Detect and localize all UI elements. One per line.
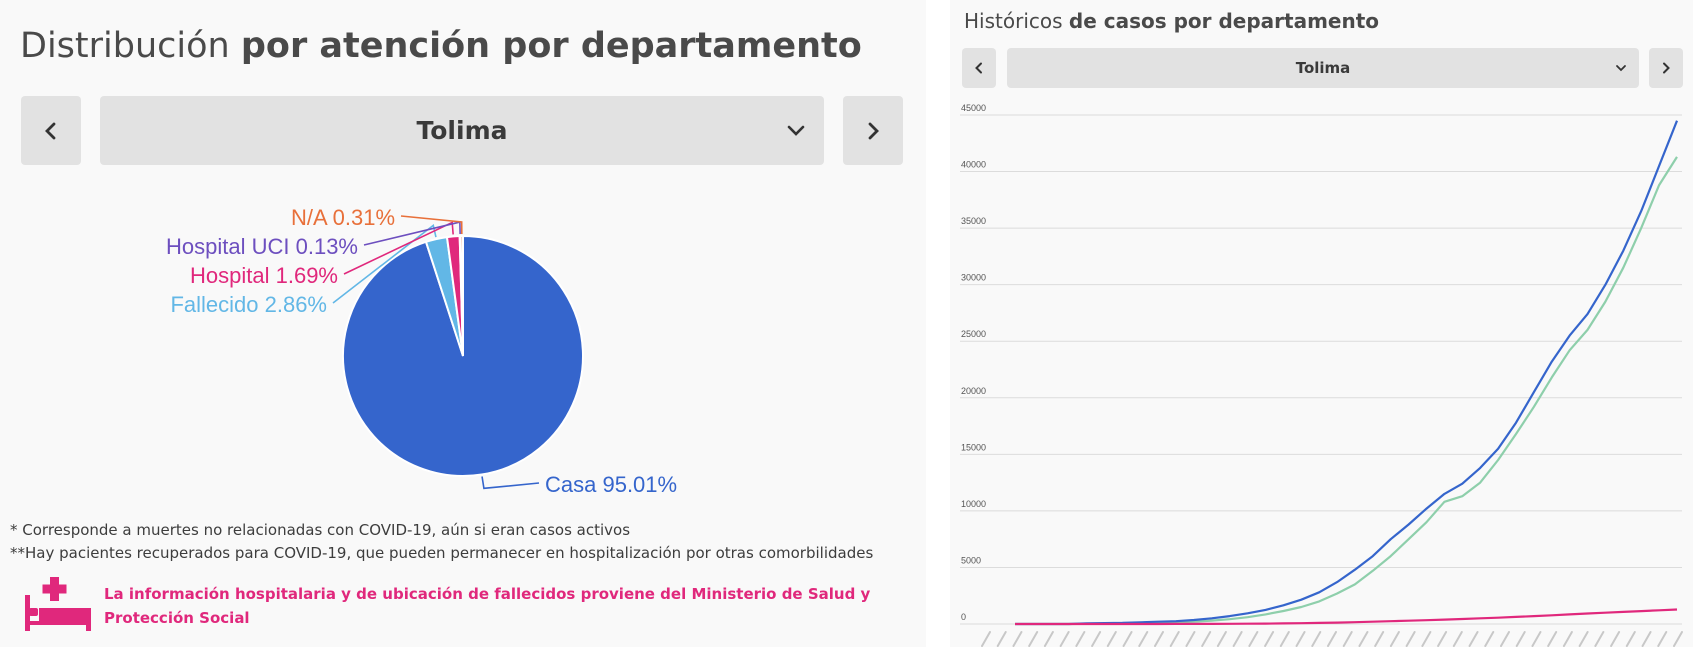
x-tick-mark	[1358, 631, 1369, 647]
x-tick-mark	[1327, 631, 1337, 647]
x-tick-mark	[1625, 631, 1636, 647]
title-light: Distribución	[20, 26, 241, 66]
series-line-deaths[interactable]	[1015, 608, 1678, 626]
y-tick-label: 5000	[961, 555, 981, 565]
historical-title-light: Históricos	[964, 9, 1069, 33]
chevron-right-icon	[868, 122, 879, 139]
series-line-total[interactable]	[1015, 120, 1679, 626]
x-tick-mark	[1531, 631, 1542, 647]
historical-cases-panel: Históricos de casos por departamento Tol…	[950, 0, 1693, 647]
historical-title: Históricos de casos por departamento	[964, 9, 1379, 33]
pie-leader-casa	[481, 476, 540, 490]
pie-label-na: N/A 0.31%	[291, 205, 395, 230]
x-tick-mark	[1562, 631, 1573, 647]
x-tick-mark	[981, 631, 991, 647]
x-tick-mark	[1673, 631, 1683, 647]
x-tick-mark	[1515, 631, 1526, 647]
x-tick-mark	[1201, 631, 1212, 647]
chevron-down-icon	[1616, 65, 1626, 72]
x-tick-mark	[1547, 631, 1558, 647]
x-tick-mark	[1264, 631, 1275, 647]
x-tick-mark	[1279, 631, 1290, 647]
x-tick-mark	[1075, 631, 1086, 647]
x-tick-mark	[1389, 631, 1400, 647]
x-tick-mark	[1043, 631, 1054, 647]
page-title: Distribución por atención por departamen…	[20, 26, 862, 66]
x-tick-mark	[1610, 631, 1621, 647]
pie-label-casa: Casa 95.01%	[545, 472, 677, 497]
historical-line-chart: 0 5000 10000 15000 20000 25000 30000 35000 40000…	[950, 100, 1693, 647]
x-tick-mark	[1232, 631, 1243, 647]
x-tick-mark	[1374, 631, 1385, 647]
y-tick-label: 30000	[961, 273, 986, 283]
x-tick-mark	[1169, 631, 1180, 647]
historical-department-select[interactable]: Tolima	[1007, 48, 1639, 88]
x-tick-mark	[1185, 631, 1196, 647]
x-tick-mark	[1342, 631, 1353, 647]
x-tick-mark	[1452, 631, 1463, 647]
pie-label-fallecido: Fallecido 2.86%	[170, 292, 327, 317]
pie-leader-na	[400, 215, 463, 235]
series-line-recovered[interactable]	[1015, 156, 1678, 626]
y-tick-label: 45000	[961, 103, 986, 113]
x-tick-mark	[1437, 631, 1448, 647]
department-select-value: Tolima	[416, 116, 508, 145]
x-tick-mark	[1059, 631, 1070, 647]
pie-leader-hospital	[343, 221, 454, 275]
x-tick-mark	[1641, 631, 1652, 647]
historical-title-bold: de casos por departamento	[1068, 9, 1380, 33]
historical-department-value: Tolima	[1295, 59, 1351, 77]
attention-pie-chart: Casa 95.01% Fallecido 2.86% Hospital 1.69%…	[0, 190, 926, 510]
y-tick-label: 0	[961, 612, 966, 622]
title-bold: por atención por departamento	[240, 26, 862, 66]
department-select[interactable]: Tolima	[100, 96, 824, 165]
chevron-down-icon	[787, 125, 805, 136]
next-department-button[interactable]	[843, 96, 903, 165]
historical-next-button[interactable]	[1649, 48, 1683, 88]
y-tick-label: 40000	[961, 160, 986, 170]
x-tick-mark	[1468, 631, 1479, 647]
hospital-data-source-note: La información hospitalaria y de ubicaci…	[104, 585, 871, 627]
pie-label-hospital-uci: Hospital UCI 0.13%	[166, 234, 358, 259]
x-tick-mark	[1295, 631, 1306, 647]
y-tick-label: 10000	[961, 499, 986, 509]
x-tick-mark	[1028, 631, 1039, 647]
historical-previous-button[interactable]	[962, 48, 996, 88]
x-tick-mark	[1484, 631, 1495, 647]
y-tick-label: 25000	[961, 329, 986, 339]
pie-label-hospital: Hospital 1.69%	[190, 263, 338, 288]
x-tick-mark	[1578, 631, 1589, 647]
previous-department-button[interactable]	[21, 96, 81, 165]
y-tick-label: 15000	[961, 442, 986, 452]
x-tick-mark	[1500, 631, 1510, 647]
x-tick-mark	[1106, 631, 1117, 647]
footnote-deaths: * Corresponde a muertes no relacionadas …	[10, 521, 631, 539]
y-tick-label: 35000	[961, 216, 986, 226]
x-tick-mark	[1216, 631, 1227, 647]
x-tick-mark	[1138, 631, 1149, 647]
x-tick-mark	[1421, 631, 1432, 647]
x-tick-mark	[1657, 631, 1668, 647]
pie-slice-na[interactable]	[459, 234, 464, 357]
x-tick-mark	[1311, 631, 1322, 647]
chevron-right-icon	[1663, 62, 1670, 74]
hospital-bed-icon	[25, 577, 91, 631]
x-tick-mark	[1248, 631, 1259, 647]
x-tick-mark	[1405, 631, 1416, 647]
chevron-left-icon	[45, 122, 56, 139]
x-tick-mark	[1594, 631, 1605, 647]
attention-distribution-panel: Distribución por atención por departamen…	[0, 26, 926, 631]
x-tick-mark	[1122, 631, 1133, 647]
x-tick-mark	[1091, 631, 1102, 647]
x-tick-mark	[1012, 631, 1023, 647]
footnote-recovered: **Hay pacientes recuperados para COVID-1…	[10, 544, 874, 562]
y-tick-label: 20000	[961, 386, 986, 396]
x-tick-mark	[996, 631, 1007, 647]
pie-leader-fallecido	[332, 223, 437, 304]
chevron-left-icon	[975, 62, 982, 74]
x-tick-mark	[1154, 631, 1164, 647]
